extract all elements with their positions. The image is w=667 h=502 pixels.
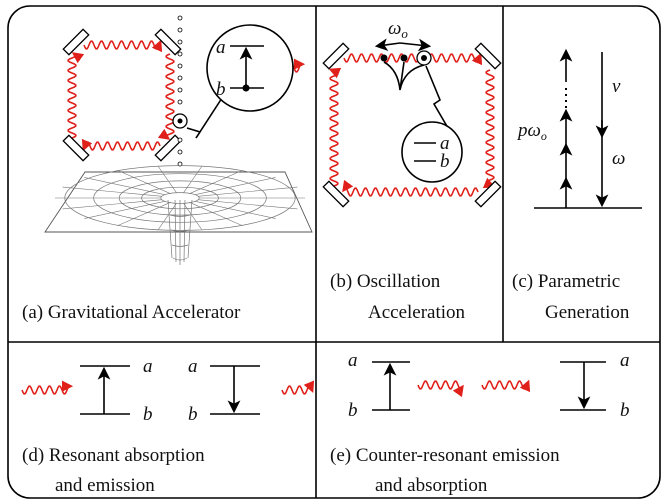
level-label: b	[216, 79, 226, 100]
frame	[8, 6, 660, 498]
mirror	[63, 29, 88, 54]
dot	[178, 52, 182, 56]
photon-wave	[482, 381, 528, 389]
photon-wave	[84, 142, 160, 150]
caption: Acceleration	[368, 302, 466, 323]
caption: and absorption	[375, 475, 488, 496]
mirror	[475, 181, 500, 206]
photon-wave	[84, 41, 160, 49]
dot	[178, 100, 182, 104]
symbol: pω	[516, 120, 541, 141]
level-label: b	[440, 151, 450, 172]
caption: (c) Parametric	[512, 271, 620, 292]
subscript: o	[541, 129, 547, 143]
figure: a b (a) Gravitational Accelerator ωo a b…	[0, 0, 667, 502]
omega-label: ω	[612, 148, 625, 169]
mirror	[155, 29, 180, 54]
photon-wave	[344, 54, 480, 62]
dot	[178, 40, 182, 44]
caption: (e) Counter-resonant emission	[330, 445, 560, 466]
omega-label: ωo	[388, 18, 408, 41]
caption: (d) Resonant absorption	[22, 445, 205, 466]
dot	[178, 150, 182, 154]
dot	[178, 88, 182, 92]
caption: Generation	[545, 302, 630, 323]
level-label: b	[348, 400, 358, 421]
panel-c: ν ω pωo (c) Parametric Generation	[512, 52, 642, 323]
panel-e: a b a b (e) Counter-resonant emission an…	[330, 350, 630, 496]
level-label: a	[620, 350, 630, 371]
p-omega-label: pωo	[516, 120, 547, 143]
photon-wave	[418, 381, 462, 389]
nu-label: ν	[612, 76, 621, 97]
caption: (a) Gravitational Accelerator	[22, 302, 241, 323]
photon-wave	[330, 70, 338, 186]
level-label: b	[188, 404, 198, 425]
level-label: a	[143, 356, 153, 377]
caption: (b) Oscillation	[330, 271, 441, 292]
photon-wave	[22, 386, 70, 394]
level-label: a	[348, 350, 358, 371]
photon-wave	[344, 188, 478, 196]
caption: and emission	[55, 475, 155, 496]
symbol: ω	[388, 18, 401, 39]
photon-wave	[486, 70, 494, 186]
level-label: b	[143, 404, 153, 425]
photon-wave	[282, 386, 312, 394]
level-label: a	[216, 37, 226, 58]
photon-wave	[68, 54, 76, 138]
dot	[178, 16, 182, 20]
panel-b: ωo a b (b) Oscillation Acceleration	[330, 18, 466, 323]
mirror	[323, 43, 348, 68]
level-label: a	[188, 356, 198, 377]
subscript: o	[401, 26, 408, 41]
panel-a: a b (a) Gravitational Accelerator	[22, 16, 312, 323]
dot	[178, 28, 182, 32]
mirror	[155, 135, 180, 160]
dot	[178, 76, 182, 80]
dot	[178, 138, 182, 142]
panel-d: a b a b (d) Resonant absorption and emis…	[22, 356, 260, 496]
photon-wave	[166, 54, 174, 138]
spacetime-funnel	[45, 166, 312, 265]
dot	[178, 64, 182, 68]
level-label: b	[620, 400, 630, 421]
